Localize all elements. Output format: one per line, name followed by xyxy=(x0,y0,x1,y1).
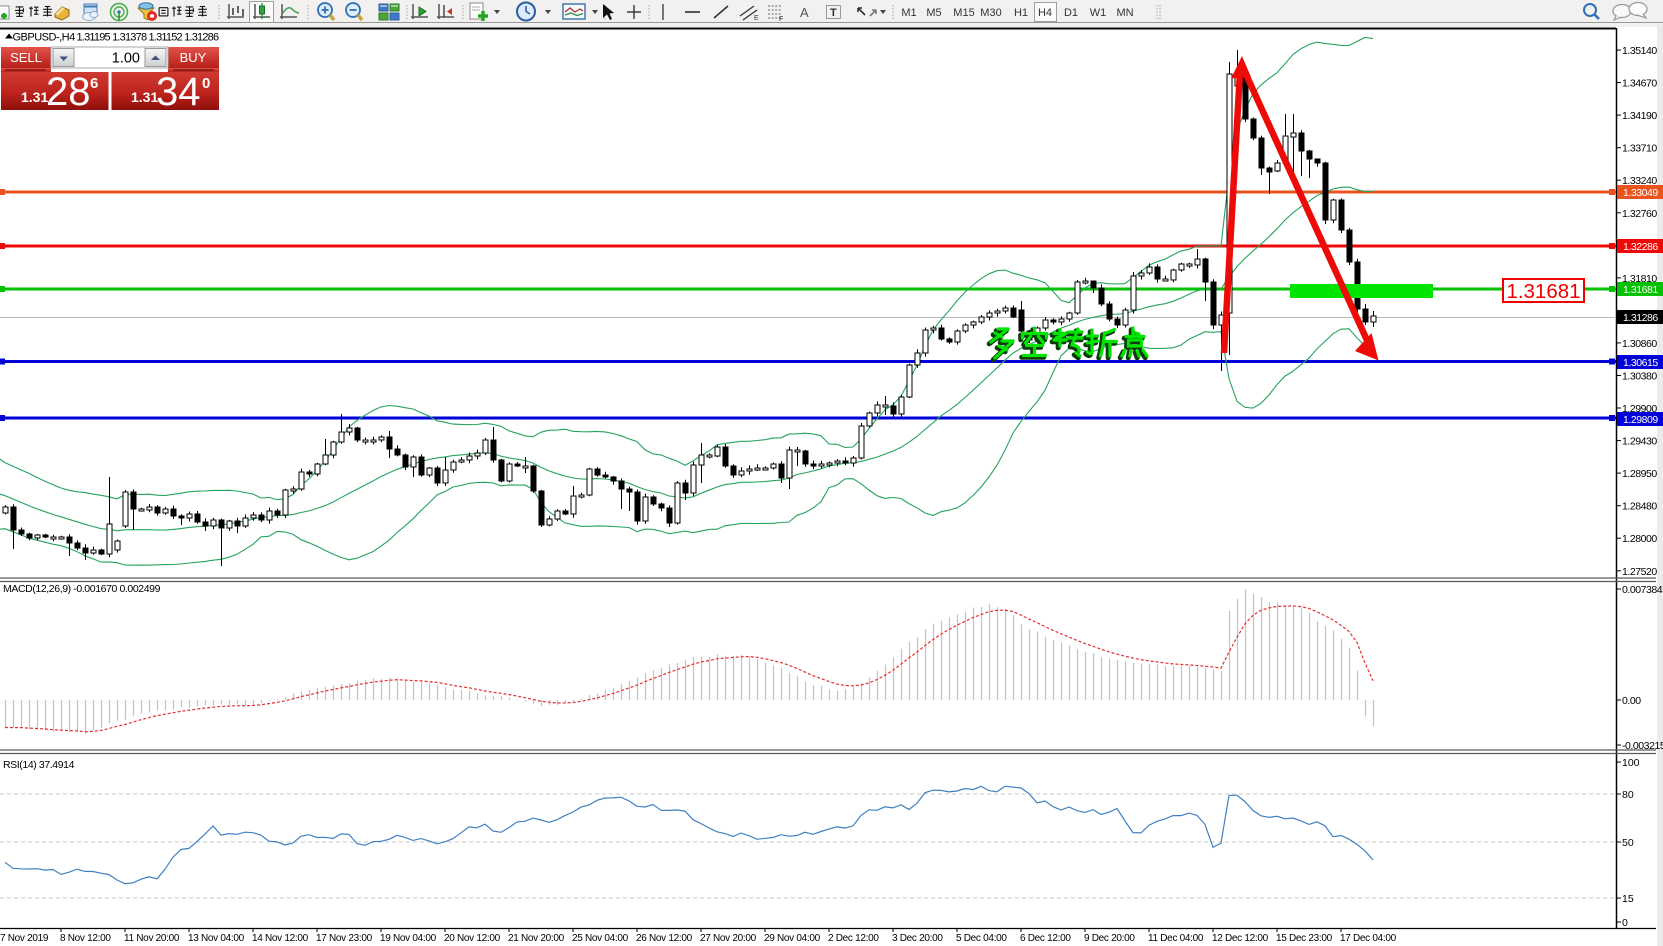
svg-text:H1: H1 xyxy=(1014,7,1028,19)
svg-text:T: T xyxy=(830,7,837,19)
svg-text:1.35140: 1.35140 xyxy=(1622,45,1657,57)
svg-text:1.33710: 1.33710 xyxy=(1622,143,1657,155)
svg-text:0.007384: 0.007384 xyxy=(1622,584,1663,596)
svg-text:11 Nov 20:00: 11 Nov 20:00 xyxy=(124,933,180,944)
svg-text:E: E xyxy=(754,15,759,22)
svg-text:0: 0 xyxy=(1622,917,1628,929)
svg-text:5 Dec 04:00: 5 Dec 04:00 xyxy=(956,933,1007,944)
svg-text:1.30860: 1.30860 xyxy=(1622,338,1657,350)
svg-text:M15: M15 xyxy=(953,7,974,19)
svg-text:1.28000: 1.28000 xyxy=(1622,533,1657,545)
svg-text:1.33240: 1.33240 xyxy=(1622,175,1657,187)
svg-text:1.28950: 1.28950 xyxy=(1622,468,1657,480)
svg-text:7 Nov 2019: 7 Nov 2019 xyxy=(0,933,49,944)
svg-text:28: 28 xyxy=(46,70,91,114)
svg-text:21 Nov 20:00: 21 Nov 20:00 xyxy=(508,933,565,944)
svg-text:F: F xyxy=(779,16,783,23)
svg-text:1.31195 1.31378 1.31152 1.3128: 1.31195 1.31378 1.31152 1.31286 xyxy=(77,32,219,44)
svg-text:BUY: BUY xyxy=(180,50,207,65)
svg-text:0: 0 xyxy=(202,75,210,92)
svg-text:D1: D1 xyxy=(1064,7,1078,19)
svg-text:6: 6 xyxy=(90,75,98,92)
svg-text:RSI(14) 37.4914: RSI(14) 37.4914 xyxy=(3,759,75,771)
svg-text:13 Nov 04:00: 13 Nov 04:00 xyxy=(188,933,245,944)
svg-text:25 Nov 04:00: 25 Nov 04:00 xyxy=(572,933,629,944)
svg-text:1.34670: 1.34670 xyxy=(1622,78,1657,90)
svg-text:1.32286: 1.32286 xyxy=(1623,241,1658,253)
svg-text:1.32760: 1.32760 xyxy=(1622,208,1657,220)
svg-text:M30: M30 xyxy=(980,7,1001,19)
svg-text:1.31: 1.31 xyxy=(21,89,48,105)
svg-text:14 Nov 12:00: 14 Nov 12:00 xyxy=(252,933,309,944)
svg-text:12 Dec 12:00: 12 Dec 12:00 xyxy=(1212,933,1269,944)
svg-text:1.29809: 1.29809 xyxy=(1623,414,1658,426)
svg-text:6 Dec 12:00: 6 Dec 12:00 xyxy=(1020,933,1071,944)
svg-text:1.31286: 1.31286 xyxy=(1623,312,1658,324)
svg-text:19 Nov 04:00: 19 Nov 04:00 xyxy=(380,933,437,944)
svg-text:29 Nov 04:00: 29 Nov 04:00 xyxy=(764,933,821,944)
svg-text:W1: W1 xyxy=(1090,7,1107,19)
svg-text:3 Dec 20:00: 3 Dec 20:00 xyxy=(892,933,943,944)
svg-text:0.00: 0.00 xyxy=(1622,695,1641,707)
svg-text:80: 80 xyxy=(1622,789,1634,801)
svg-text:1.28480: 1.28480 xyxy=(1622,501,1657,513)
svg-text:A: A xyxy=(800,5,809,20)
svg-text:1.31681: 1.31681 xyxy=(1506,280,1580,303)
svg-text:M1: M1 xyxy=(901,7,916,19)
svg-text:MACD(12,26,9) -0.001670 0.0024: MACD(12,26,9) -0.001670 0.002499 xyxy=(3,583,161,595)
svg-text:MN: MN xyxy=(1116,7,1133,19)
svg-text:27 Nov 20:00: 27 Nov 20:00 xyxy=(700,933,757,944)
svg-text:1.30380: 1.30380 xyxy=(1622,371,1657,383)
svg-text:1.30615: 1.30615 xyxy=(1623,357,1658,369)
svg-text:1.29430: 1.29430 xyxy=(1622,436,1657,448)
svg-text:1.33049: 1.33049 xyxy=(1623,187,1658,199)
svg-text:1.34190: 1.34190 xyxy=(1622,110,1657,122)
svg-text:15: 15 xyxy=(1622,893,1634,905)
svg-text:100: 100 xyxy=(1622,757,1640,769)
svg-text:1.31681: 1.31681 xyxy=(1623,284,1658,296)
svg-text:GBPUSD-,H4: GBPUSD-,H4 xyxy=(13,32,76,44)
svg-text:11 Dec 04:00: 11 Dec 04:00 xyxy=(1148,933,1204,944)
svg-text:17 Dec 04:00: 17 Dec 04:00 xyxy=(1340,933,1397,944)
svg-text:1.31810: 1.31810 xyxy=(1622,273,1657,285)
svg-text:26 Nov 12:00: 26 Nov 12:00 xyxy=(636,933,693,944)
svg-text:8 Nov 12:00: 8 Nov 12:00 xyxy=(60,933,111,944)
svg-text:-0.003215: -0.003215 xyxy=(1622,740,1663,752)
svg-text:H4: H4 xyxy=(1038,7,1052,19)
svg-text:1.31: 1.31 xyxy=(131,89,158,105)
svg-text:50: 50 xyxy=(1622,837,1634,849)
svg-text:15 Dec 23:00: 15 Dec 23:00 xyxy=(1276,933,1333,944)
svg-text:SELL: SELL xyxy=(10,50,42,65)
svg-text:2 Dec 12:00: 2 Dec 12:00 xyxy=(828,933,879,944)
svg-text:17 Nov 23:00: 17 Nov 23:00 xyxy=(316,933,373,944)
svg-text:1.27520: 1.27520 xyxy=(1622,566,1657,578)
svg-text:9 Dec 20:00: 9 Dec 20:00 xyxy=(1084,933,1135,944)
svg-text:34: 34 xyxy=(156,70,201,114)
svg-text:M5: M5 xyxy=(926,7,941,19)
svg-text:20 Nov 12:00: 20 Nov 12:00 xyxy=(444,933,501,944)
svg-text:1.00: 1.00 xyxy=(112,51,140,67)
